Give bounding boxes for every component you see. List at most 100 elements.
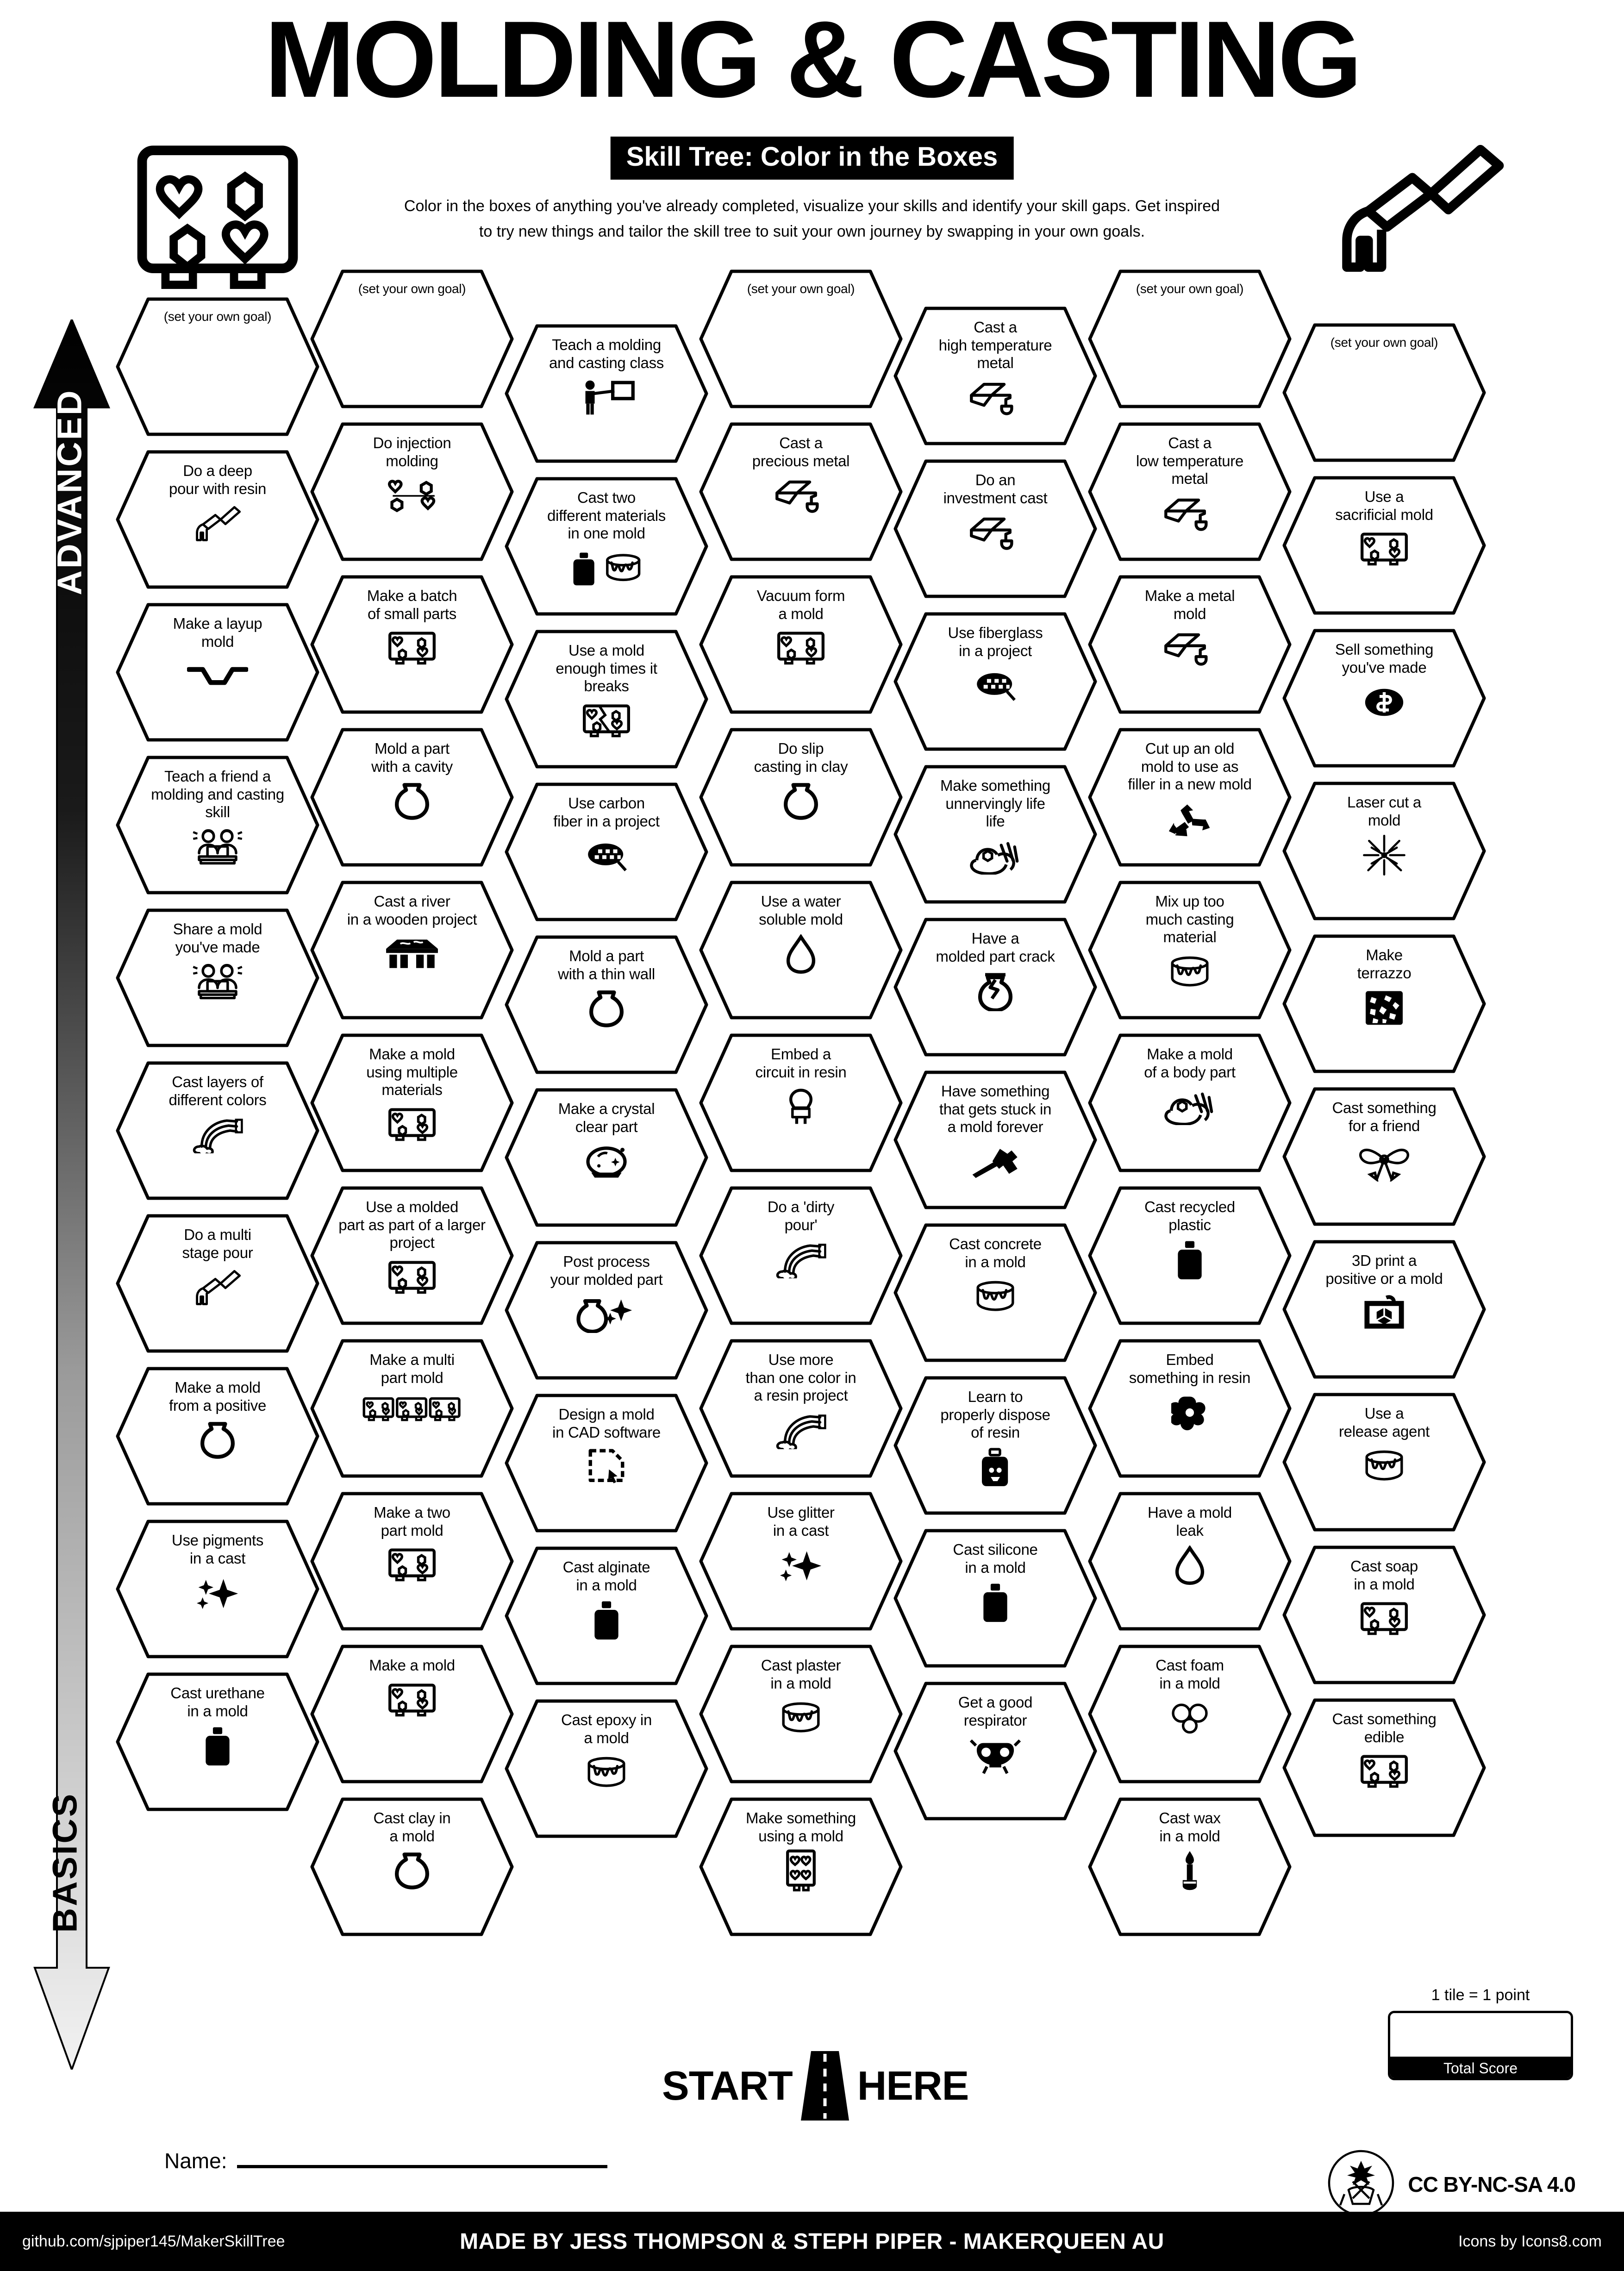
total-score-label: Total Score bbox=[1390, 2057, 1571, 2078]
skill-tile[interactable]: (set your own goal) bbox=[116, 297, 319, 436]
skill-tile-label: Do a 'dirty pour' bbox=[767, 1198, 835, 1233]
skill-tile[interactable]: Do injection molding bbox=[310, 422, 514, 561]
makerqueen-logo-icon bbox=[1326, 2148, 1396, 2220]
skill-tile[interactable]: Cast epoxy in a mold bbox=[505, 1699, 708, 1838]
skill-tile[interactable]: Mold a part with a cavity bbox=[310, 728, 514, 867]
skill-tile[interactable]: Learn to properly dispose of resin bbox=[893, 1376, 1097, 1515]
skill-tile[interactable]: Make terrazzo bbox=[1282, 934, 1486, 1073]
bottle-icon bbox=[201, 1725, 234, 1767]
molten-pour-icon bbox=[967, 512, 1024, 554]
skill-tile[interactable]: Use glitter in a cast bbox=[699, 1492, 903, 1631]
mold-tray-icon bbox=[388, 1679, 436, 1722]
skill-tile[interactable]: Do an investment cast bbox=[893, 459, 1097, 598]
skill-tile[interactable]: Use a release agent bbox=[1282, 1393, 1486, 1532]
skill-tile[interactable]: Vacuum form a mold bbox=[699, 575, 903, 714]
vase-icon bbox=[587, 988, 626, 1030]
skill-tile-label: Share a mold you've made bbox=[173, 920, 262, 956]
skill-tile[interactable]: Do slip casting in clay bbox=[699, 728, 903, 867]
score-input[interactable] bbox=[1390, 2013, 1571, 2057]
skill-tile[interactable]: 3D print a positive or a mold bbox=[1282, 1240, 1486, 1379]
skill-tile[interactable]: Cast concrete in a mold bbox=[893, 1223, 1097, 1362]
skill-tile[interactable]: Make a mold bbox=[310, 1645, 514, 1783]
two-people-laptop-icon bbox=[190, 826, 245, 869]
skill-tile[interactable]: Cast recycled plastic bbox=[1088, 1186, 1292, 1325]
skill-tile[interactable]: Have a mold leak bbox=[1088, 1492, 1292, 1631]
skill-tile[interactable]: Use pigments in a cast bbox=[116, 1520, 319, 1658]
hand-icon bbox=[1163, 1086, 1217, 1128]
skill-tile-label: (set your own goal) bbox=[358, 282, 466, 296]
skill-tile[interactable]: Make a metal mold bbox=[1088, 575, 1292, 714]
skill-tile-label: Vacuum form a mold bbox=[756, 587, 845, 622]
skill-tile[interactable]: Make a batch of small parts bbox=[310, 575, 514, 714]
skill-tile[interactable]: Make a two part mold bbox=[310, 1492, 514, 1631]
molten-pour-icon bbox=[1162, 627, 1218, 670]
skill-tile[interactable]: Cast clay in a mold bbox=[310, 1797, 514, 1936]
skill-tile-label: Cast recycled plastic bbox=[1144, 1198, 1235, 1233]
skill-tile[interactable]: Use carbon fiber in a project bbox=[505, 782, 708, 921]
skill-tile-label: Teach a friend a molding and casting skill bbox=[151, 768, 284, 821]
skill-tile[interactable]: Teach a molding and casting class bbox=[505, 324, 708, 463]
start-here-marker: START HERE bbox=[662, 2051, 969, 2121]
skill-tile[interactable]: Use a sacrificial mold bbox=[1282, 476, 1486, 615]
skill-tile-label: Have a mold leak bbox=[1148, 1504, 1232, 1539]
skill-tile[interactable]: Embed a circuit in resin bbox=[699, 1033, 903, 1172]
skill-tile[interactable]: Share a mold you've made bbox=[116, 908, 319, 1047]
skill-tile[interactable]: Make a mold using multiple materials bbox=[310, 1033, 514, 1172]
skill-tile[interactable]: Do a 'dirty pour' bbox=[699, 1186, 903, 1325]
skill-tile[interactable]: Laser cut a mold bbox=[1282, 782, 1486, 920]
footer-icons8-credit[interactable]: Icons by Icons8.com bbox=[1458, 2232, 1602, 2250]
skill-tile[interactable]: Cast a high temperature metal bbox=[893, 307, 1097, 445]
skill-tile[interactable]: Use a mold enough times it breaks bbox=[505, 630, 708, 769]
skill-tile[interactable]: Have a molded part crack bbox=[893, 918, 1097, 1057]
skill-tile[interactable]: Cast a precious metal bbox=[699, 422, 903, 561]
pour-spout-icon bbox=[1332, 139, 1508, 280]
skill-tile[interactable]: Design a mold in CAD software bbox=[505, 1394, 708, 1533]
skill-tile[interactable]: Cast soap in a mold bbox=[1282, 1545, 1486, 1684]
skill-tile[interactable]: Do a deep pour with resin bbox=[116, 450, 319, 589]
skill-tile[interactable]: Sell something you've made bbox=[1282, 629, 1486, 768]
skill-tile[interactable]: Use fiberglass in a project bbox=[893, 612, 1097, 751]
skill-tile[interactable]: Make a multi part mold bbox=[310, 1339, 514, 1478]
skill-tile[interactable]: (set your own goal) bbox=[699, 269, 903, 408]
skill-tile[interactable]: Teach a friend a molding and casting skill bbox=[116, 756, 319, 895]
skill-tile[interactable]: Embed something in resin bbox=[1088, 1339, 1292, 1478]
skill-tile[interactable]: Make a mold from a positive bbox=[116, 1367, 319, 1506]
skill-tile[interactable]: (set your own goal) bbox=[1282, 323, 1486, 462]
skill-tile-label: Cast soap in a mold bbox=[1350, 1558, 1418, 1593]
skill-tile[interactable]: Cut up an old mold to use as filler in a n… bbox=[1088, 728, 1292, 867]
skill-tile[interactable]: Cast a low temperature metal bbox=[1088, 422, 1292, 561]
skill-tile[interactable]: Post process your molded part bbox=[505, 1241, 708, 1380]
skill-tile[interactable]: Make something unnervingly life life bbox=[893, 765, 1097, 904]
skill-tile[interactable]: Cast wax in a mold bbox=[1088, 1797, 1292, 1936]
skill-tile-label: Make something unnervingly life life bbox=[940, 777, 1050, 830]
skill-tile[interactable]: Cast two different materials in one mold bbox=[505, 477, 708, 616]
skill-tile[interactable]: Cast something for a friend bbox=[1282, 1087, 1486, 1226]
skill-tile[interactable]: Use more than one color in a resin project bbox=[699, 1339, 903, 1478]
skill-tile[interactable]: Cast something edible bbox=[1282, 1698, 1486, 1837]
skill-tile[interactable]: Use a molded part as part of a larger proj… bbox=[310, 1186, 514, 1325]
skill-tile[interactable]: (set your own goal) bbox=[1088, 269, 1292, 408]
skill-tile[interactable]: Mold a part with a thin wall bbox=[505, 935, 708, 1074]
skill-tile-label: Use a molded part as part of a larger proj… bbox=[338, 1198, 486, 1251]
skill-tile[interactable]: Make a mold of a body part bbox=[1088, 1033, 1292, 1172]
skill-tile-label: Mix up too much casting material bbox=[1145, 893, 1234, 946]
name-input-line[interactable] bbox=[237, 2165, 608, 2168]
skill-tile[interactable]: Use a water soluble mold bbox=[699, 881, 903, 1020]
skill-tile[interactable]: Cast silicone in a mold bbox=[893, 1529, 1097, 1668]
skill-tile[interactable]: Cast alginate in a mold bbox=[505, 1546, 708, 1685]
skill-tile[interactable]: Make a layup mold bbox=[116, 603, 319, 742]
skill-tile[interactable]: Have something that gets stuck in a mold f… bbox=[893, 1070, 1097, 1209]
skill-tile[interactable]: Cast layers of different colors bbox=[116, 1061, 319, 1200]
skill-tile[interactable]: Cast foam in a mold bbox=[1088, 1645, 1292, 1783]
skill-tile[interactable]: (set your own goal) bbox=[310, 269, 514, 408]
skill-tile[interactable]: Get a good respirator bbox=[893, 1682, 1097, 1821]
skill-tile[interactable]: Make something using a mold bbox=[699, 1797, 903, 1936]
skill-tile[interactable]: Do a multi stage pour bbox=[116, 1214, 319, 1353]
skill-tile[interactable]: Cast a river in a wooden project bbox=[310, 881, 514, 1020]
skill-tile[interactable]: Mix up too much casting material bbox=[1088, 881, 1292, 1020]
skill-tile[interactable]: Cast plaster in a mold bbox=[699, 1645, 903, 1783]
skill-tile-label: (set your own goal) bbox=[1136, 282, 1244, 296]
skill-tile[interactable]: Cast urethane in a mold bbox=[116, 1672, 319, 1811]
footer-github-link[interactable]: github.com/sjpiper145/MakerSkillTree bbox=[22, 2232, 285, 2250]
skill-tile[interactable]: Make a crystal clear part bbox=[505, 1088, 708, 1227]
